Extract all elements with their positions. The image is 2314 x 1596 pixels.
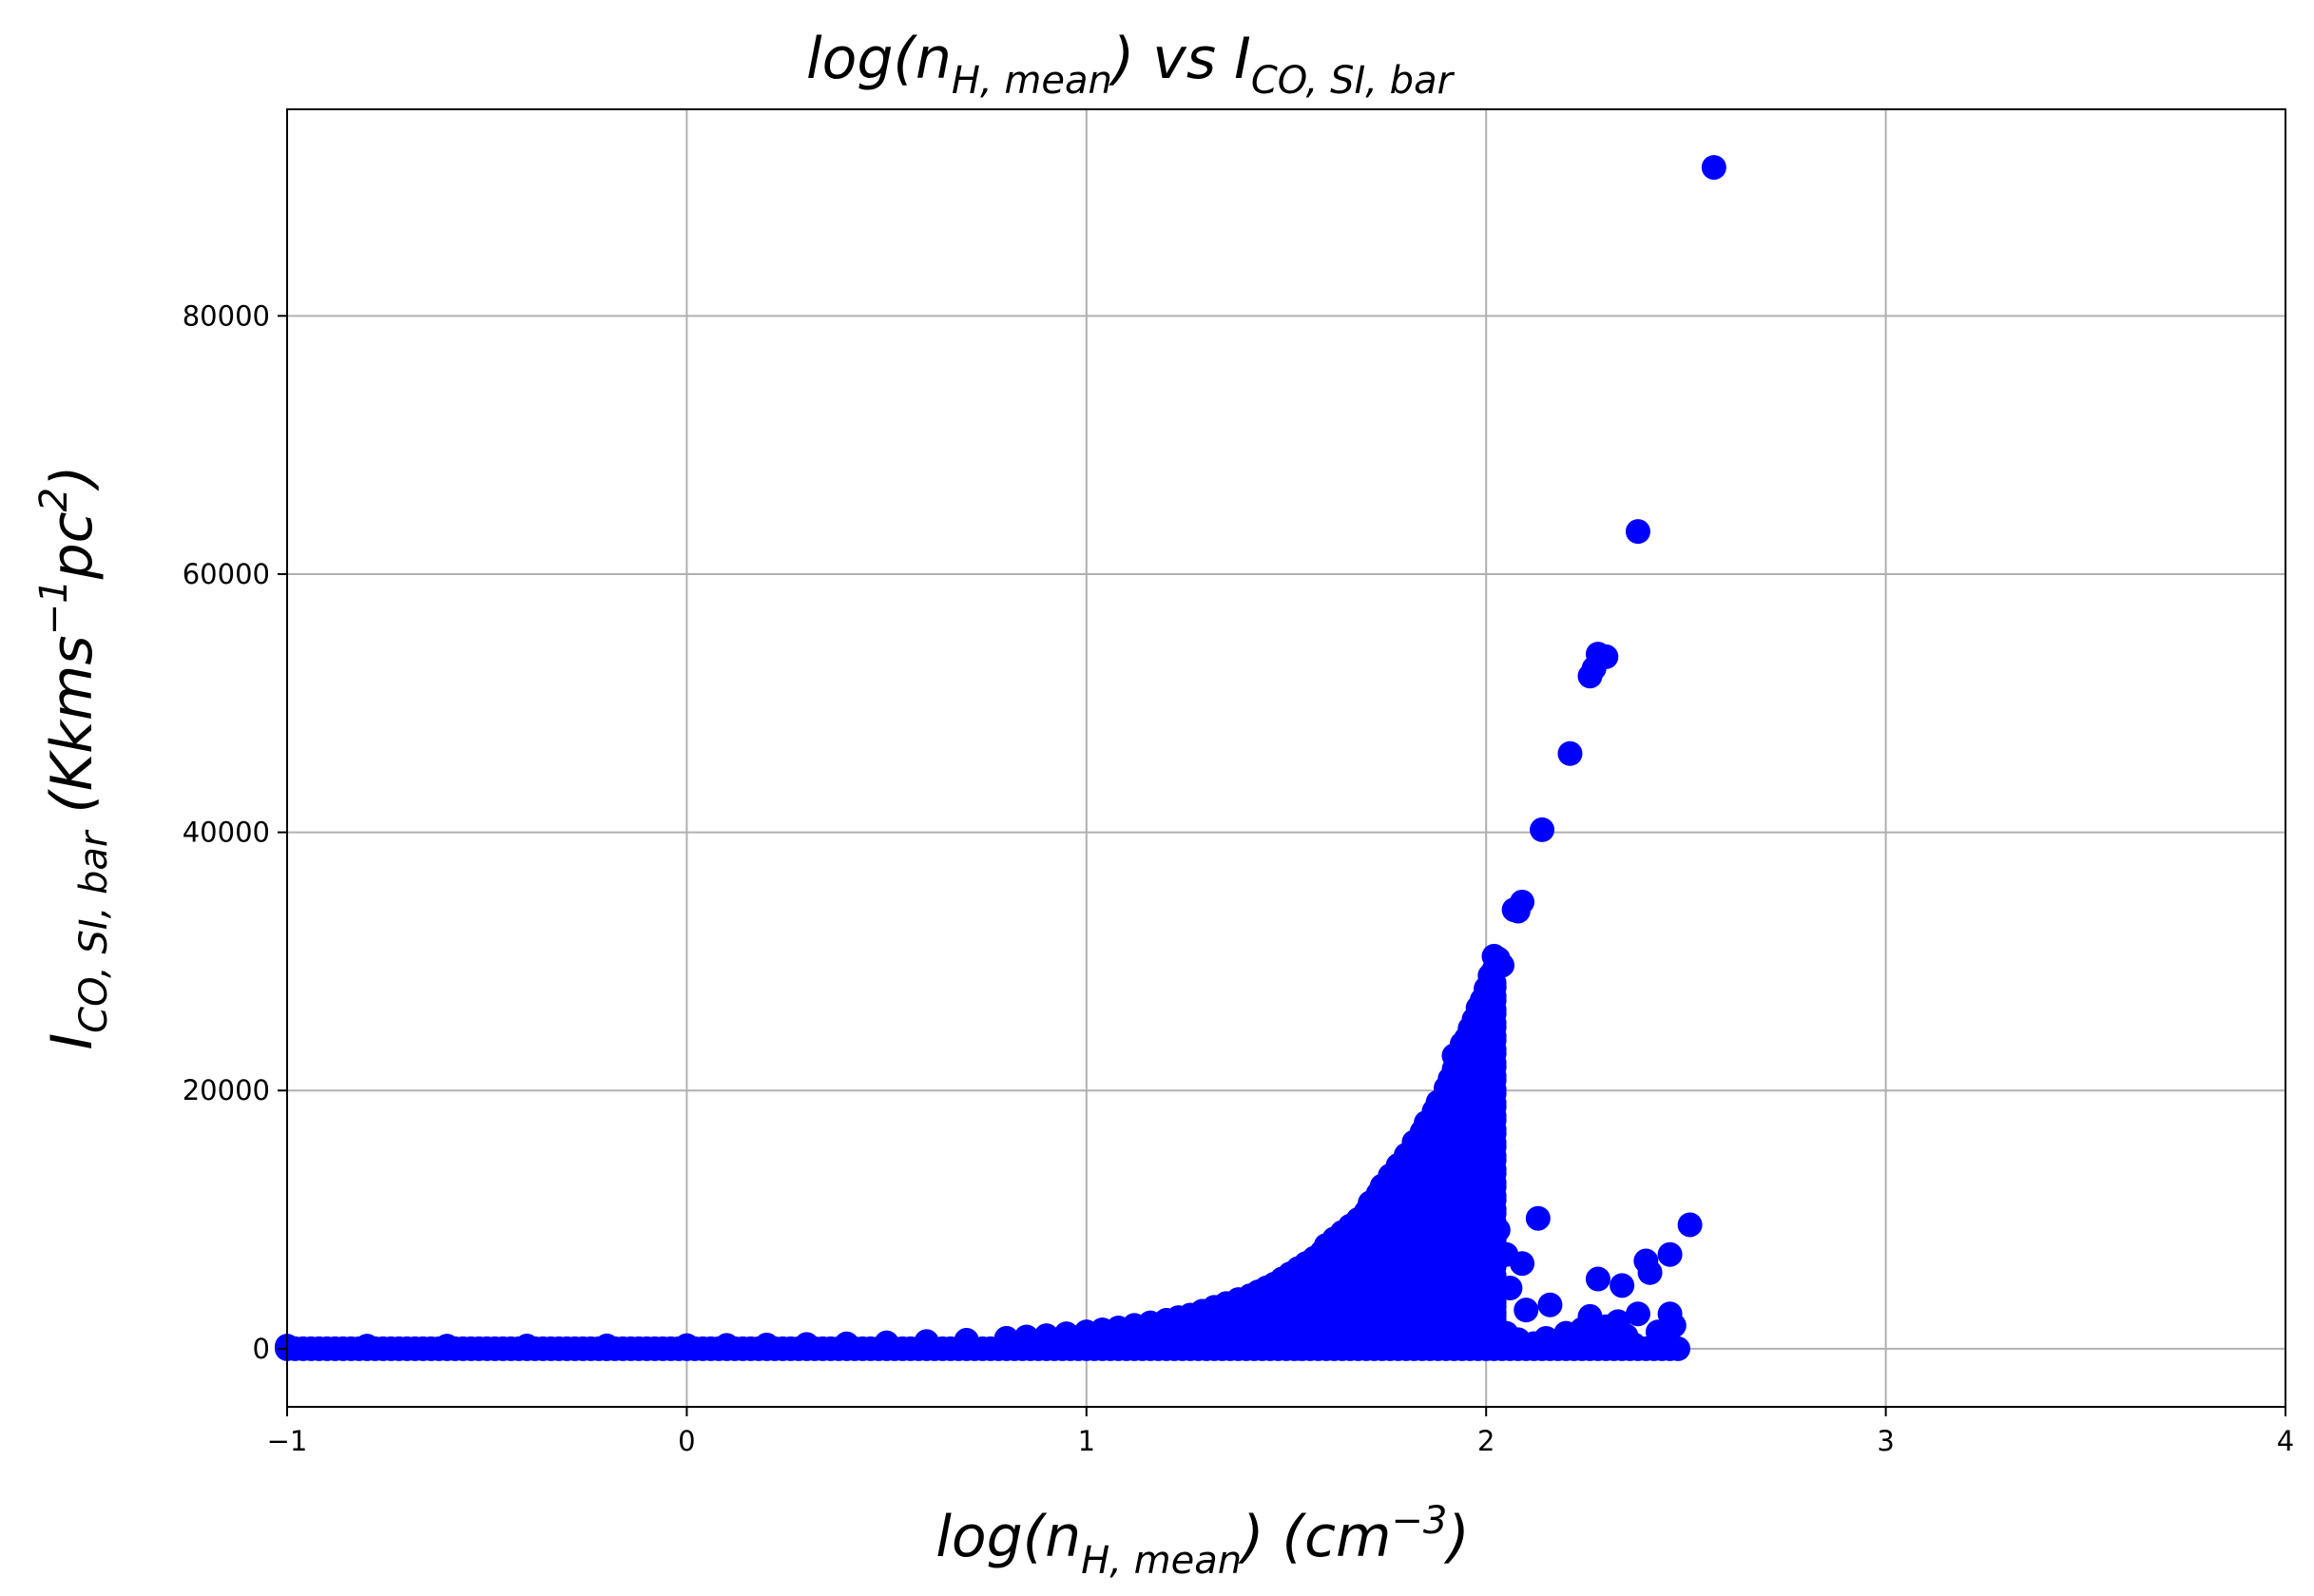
y-title-middle-2: pc xyxy=(39,511,106,580)
data-point xyxy=(1701,155,1726,181)
title-prefix-subscript: H, mean xyxy=(952,59,1112,103)
y-tick-label: 80000 xyxy=(183,299,270,332)
data-point xyxy=(874,1330,899,1356)
data-point xyxy=(1657,1241,1683,1267)
title-prefix: log(n xyxy=(806,26,952,92)
data-point xyxy=(1505,1327,1531,1353)
x-tick-label: −1 xyxy=(267,1425,308,1457)
chart-title: log(nH, mean) vs ICO, SI, bar xyxy=(806,26,1456,103)
y-tick-label: 20000 xyxy=(183,1074,270,1106)
data-point xyxy=(914,1329,939,1355)
data-point xyxy=(794,1332,820,1357)
y-title-middle: (Kkms xyxy=(39,635,106,831)
x-title-prefix: log(n xyxy=(935,1504,1081,1570)
x-title-middle: ) (cm xyxy=(1238,1504,1391,1570)
x-title-end: ) xyxy=(1443,1504,1469,1570)
y-title-prefix: I xyxy=(39,1033,106,1050)
x-tick-label: 4 xyxy=(2277,1425,2294,1457)
y-axis-title: ICO, SI, bar (Kkms−1pc2) xyxy=(32,465,116,1049)
data-point xyxy=(1530,817,1555,842)
data-point xyxy=(1505,898,1531,924)
data-point xyxy=(1514,1298,1539,1323)
data-point xyxy=(594,1333,620,1358)
data-point xyxy=(1610,1273,1635,1298)
data-point xyxy=(1510,1251,1535,1277)
data-point xyxy=(1545,1335,1571,1360)
axis-ticks: −1 0 1 2 3 4 0 20000 40000 60000 80000 xyxy=(183,299,2294,1457)
data-point xyxy=(1481,1326,1507,1352)
x-axis-title: log(nH, mean) (cm−3) xyxy=(935,1499,1470,1583)
y-title-superscript-2: 2 xyxy=(32,488,76,511)
data-point xyxy=(1645,1319,1670,1345)
data-point xyxy=(1625,519,1650,545)
data-point xyxy=(1033,1323,1059,1349)
data-point xyxy=(355,1334,380,1359)
grid-lines xyxy=(286,109,2286,1407)
y-tick-label: 40000 xyxy=(183,817,270,849)
data-point xyxy=(1637,1259,1663,1285)
y-tick-label: 0 xyxy=(253,1333,270,1365)
x-tick-label: 3 xyxy=(1877,1425,1894,1457)
x-tick-label: 0 xyxy=(678,1425,695,1457)
data-point xyxy=(514,1334,540,1359)
y-title-end: ) xyxy=(39,465,106,490)
y-title-superscript-1: −1 xyxy=(32,579,76,635)
data-point xyxy=(1053,1335,1079,1360)
data-point xyxy=(1537,1292,1563,1317)
data-point xyxy=(1665,1336,1690,1361)
data-point xyxy=(954,1328,979,1354)
title-middle: ) vs I xyxy=(1109,26,1251,92)
x-tick-label: 2 xyxy=(1477,1425,1494,1457)
title-suffix-subscript: CO, SI, bar xyxy=(1251,59,1456,103)
data-point xyxy=(1013,1324,1039,1350)
data-point xyxy=(1613,1323,1639,1349)
data-points xyxy=(275,155,1726,1361)
data-point xyxy=(993,1326,1019,1352)
data-point xyxy=(714,1333,740,1358)
data-point xyxy=(1573,1332,1599,1357)
data-point xyxy=(834,1331,859,1356)
data-point xyxy=(674,1333,700,1358)
x-title-subscript: H, mean xyxy=(1081,1539,1242,1583)
data-point xyxy=(1581,656,1607,682)
x-title-superscript: −3 xyxy=(1391,1499,1447,1543)
data-point xyxy=(1585,1266,1610,1292)
x-tick-label: 1 xyxy=(1078,1425,1095,1457)
data-point xyxy=(1557,740,1583,766)
data-point xyxy=(1525,1205,1551,1231)
data-point xyxy=(754,1332,780,1357)
data-point xyxy=(434,1334,460,1359)
plot-frame xyxy=(286,108,2286,1408)
y-tick-label: 60000 xyxy=(183,558,270,590)
data-point xyxy=(1677,1212,1703,1238)
data-point xyxy=(1625,1301,1650,1327)
y-title-subscript: CO, SI, bar xyxy=(72,829,116,1033)
